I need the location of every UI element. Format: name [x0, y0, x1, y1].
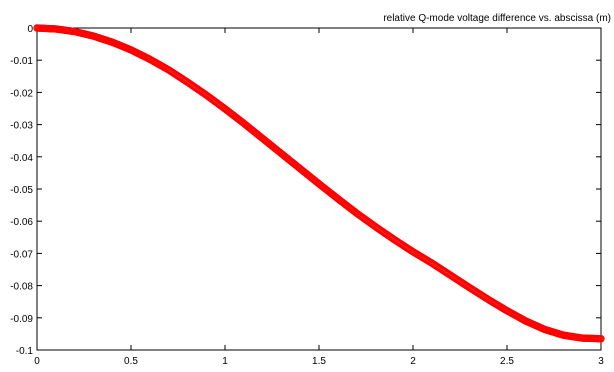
y-tick-labels: 0 -0.01 -0.02 -0.03 -0.04 -0.05 -0.06 -0.07 -0.0… [10, 24, 33, 357]
data-point [597, 335, 605, 343]
y-tick-label: -0.02 [10, 88, 33, 99]
y-tick-label: -0.08 [10, 282, 33, 293]
y-tick-label: -0.05 [10, 185, 33, 196]
x-tick-label: 0.5 [124, 356, 138, 367]
x-tick-label: 1 [222, 356, 228, 367]
y-tick-label: -0.01 [10, 56, 33, 67]
x-tick-labels: 0 0.5 1 1.5 2 2.5 3 [34, 356, 604, 367]
y-tick-label: -0.09 [10, 314, 33, 325]
ticks [36, 27, 602, 351]
y-tick-label: -0.06 [10, 217, 33, 228]
x-tick-label: 2.5 [500, 356, 514, 367]
y-tick-label: 0 [27, 24, 33, 35]
x-tick-label: 3 [598, 356, 604, 367]
chart-title: relative Q-mode voltage difference vs. a… [383, 13, 611, 24]
y-tick-label: -0.03 [10, 121, 33, 132]
x-tick-label: 0 [34, 356, 40, 367]
plot-area [36, 27, 602, 351]
data-points [33, 24, 605, 343]
x-tick-label: 2 [410, 356, 416, 367]
y-tick-label: -0.07 [10, 249, 33, 260]
y-tick-label: -0.04 [10, 153, 33, 164]
y-tick-label: -0.1 [16, 346, 34, 357]
x-tick-label: 1.5 [312, 356, 326, 367]
